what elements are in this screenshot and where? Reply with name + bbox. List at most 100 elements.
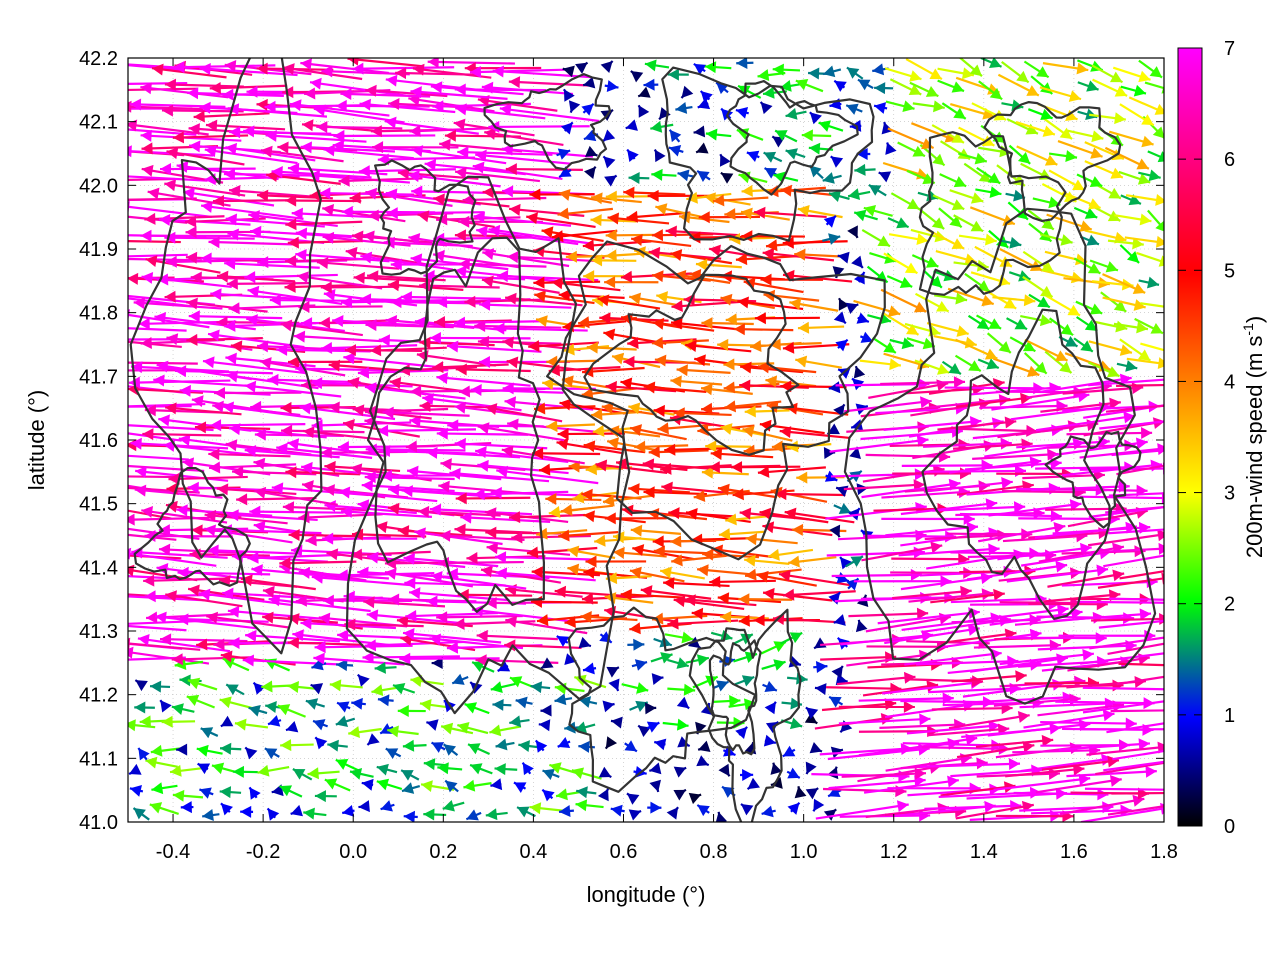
wind-vector — [244, 271, 338, 284]
wind-vector — [1057, 140, 1103, 159]
wind-vector — [888, 233, 929, 245]
wind-vector — [649, 762, 662, 775]
wind-vector — [484, 127, 564, 147]
wind-vector — [847, 188, 871, 201]
wind-vector — [759, 101, 773, 115]
wind-vector — [285, 218, 363, 231]
wind-vector — [737, 296, 804, 311]
wind-vector — [664, 443, 728, 456]
wind-vector — [949, 189, 984, 204]
wind-vector — [734, 675, 755, 687]
wind-vector — [455, 103, 546, 120]
x-tick-label: -0.2 — [246, 841, 280, 863]
wind-vector — [227, 228, 325, 245]
wind-vector — [938, 207, 963, 229]
wind-vector — [431, 741, 446, 753]
wind-vector — [1041, 755, 1120, 771]
wind-vector — [967, 314, 990, 331]
wind-vector — [1035, 774, 1122, 794]
wind-vector — [266, 807, 280, 821]
wind-vector — [843, 396, 932, 413]
wind-vector — [224, 257, 320, 270]
wind-vector — [284, 280, 362, 293]
wind-vector — [350, 548, 431, 561]
wind-vector — [1126, 357, 1164, 370]
wind-vector — [208, 461, 297, 474]
wind-vector — [460, 511, 551, 524]
wind-vector — [1116, 675, 1164, 686]
wind-vector — [165, 402, 242, 416]
wind-vector — [175, 365, 273, 378]
wind-vector — [720, 171, 734, 184]
wind-vector — [838, 700, 915, 713]
wind-vector — [937, 67, 975, 80]
wind-vector — [376, 763, 398, 776]
wind-vector — [277, 704, 306, 718]
wind-vector — [900, 757, 988, 770]
wind-vector — [643, 381, 707, 394]
wind-vector — [540, 657, 554, 670]
wind-vector — [454, 166, 541, 183]
wind-vector — [992, 357, 1040, 378]
wind-vector — [673, 766, 687, 778]
wind-vector — [161, 104, 244, 117]
wind-vector — [227, 103, 328, 118]
colorbar-title-main: 200m-wind speed (m s — [1242, 336, 1267, 559]
wind-vector — [655, 203, 704, 219]
wind-vector — [193, 110, 270, 123]
wind-vector — [664, 631, 694, 644]
wind-vector — [583, 270, 630, 283]
wind-vector — [226, 277, 310, 290]
y-tick-label: 41.7 — [79, 366, 118, 388]
wind-vector — [200, 201, 304, 220]
wind-vector — [763, 734, 777, 747]
wind-vector — [1076, 173, 1103, 188]
wind-vector — [1023, 709, 1115, 729]
wind-vector — [338, 174, 423, 187]
wind-vector — [234, 718, 269, 731]
wind-vector — [986, 332, 1012, 354]
wind-vector — [347, 58, 423, 68]
wind-vector — [1040, 717, 1137, 730]
wind-vector — [997, 73, 1040, 97]
wind-vector — [1111, 791, 1164, 795]
colorbar-tick-label: 3 — [1224, 483, 1235, 505]
wind-vector — [897, 141, 926, 158]
wind-vector — [546, 420, 595, 433]
wind-vector — [736, 128, 764, 141]
wind-vector — [290, 804, 303, 817]
wind-vector — [1120, 84, 1147, 97]
wind-vector — [1048, 169, 1086, 192]
wind-vector — [1116, 464, 1164, 476]
wind-vector — [868, 184, 887, 197]
y-tick-label: 41.4 — [79, 557, 118, 579]
wind-vector — [666, 806, 679, 820]
wind-vector — [436, 372, 531, 387]
y-tick-label: 41.6 — [79, 430, 118, 452]
wind-vector — [693, 62, 707, 75]
wind-vector — [805, 787, 819, 800]
wind-vector — [780, 717, 803, 730]
wind-vector — [607, 212, 670, 225]
wind-vector — [254, 428, 344, 441]
wind-vector — [336, 701, 351, 713]
wind-vector — [1066, 765, 1157, 778]
wind-vector — [657, 422, 714, 435]
wind-vector — [568, 100, 581, 114]
wind-vector — [532, 447, 601, 460]
y-tick-label: 42.2 — [79, 48, 118, 70]
wind-vector — [696, 755, 710, 767]
wind-vector — [684, 594, 757, 607]
wind-vector — [823, 808, 837, 821]
wind-vector — [863, 775, 959, 794]
wind-vector — [204, 509, 288, 525]
wind-vector — [742, 425, 793, 442]
wind-vector — [490, 681, 516, 693]
wind-vector — [733, 323, 794, 336]
wind-vector — [885, 142, 897, 155]
wind-vector — [1138, 276, 1160, 289]
wind-vector — [134, 701, 155, 714]
wind-vector — [785, 148, 806, 160]
wind-vector — [862, 680, 939, 697]
wind-vector — [695, 142, 709, 154]
